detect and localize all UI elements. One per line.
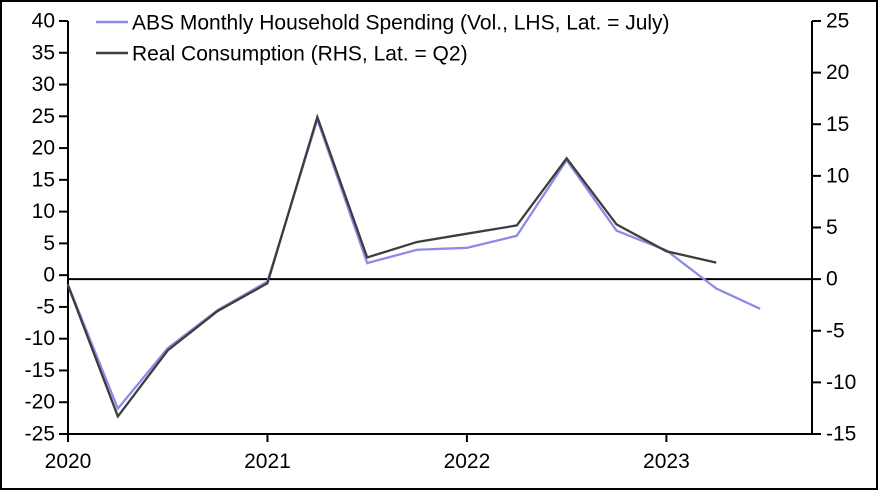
axes bbox=[67, 21, 813, 435]
legend-label-real-consumption: Real Consumption (RHS, Lat. = Q2) bbox=[132, 43, 468, 66]
x-axis-tick-label: 2021 bbox=[244, 450, 291, 473]
left-axis-tick-label: 5 bbox=[43, 232, 55, 255]
left-axis-tick-label: 10 bbox=[32, 200, 55, 223]
left-axis-tick-label: 15 bbox=[32, 168, 55, 191]
left-axis-tick-label: 20 bbox=[32, 137, 55, 160]
left-axis-tick-label: 0 bbox=[43, 264, 55, 287]
right-axis-tick-label: 15 bbox=[826, 113, 849, 136]
legend: ABS Monthly Household Spending (Vol., LH… bbox=[96, 12, 670, 66]
left-axis-tick-label: 40 bbox=[32, 10, 55, 33]
x-axis-tick-label: 2022 bbox=[444, 450, 491, 473]
left-axis-tick-label: 25 bbox=[32, 105, 55, 128]
left-axis-tick-label: -10 bbox=[25, 327, 55, 350]
left-axis-tick-label: 35 bbox=[32, 41, 55, 64]
right-axis-tick-label: -15 bbox=[826, 423, 856, 446]
left-axis: 40 35 30 25 20 15 10 5 0 -5 -10 -15 -20 -25 bbox=[25, 10, 68, 446]
series-abs-monthly-household-spending bbox=[66, 115, 761, 411]
legend-label-abs-monthly-household-spending: ABS Monthly Household Spending (Vol., LH… bbox=[132, 12, 670, 35]
right-axis-tick-label: 20 bbox=[826, 61, 849, 84]
right-axis-tick-label: -5 bbox=[826, 319, 845, 342]
series-real-consumption bbox=[66, 113, 717, 419]
left-axis-tick-label: -15 bbox=[25, 359, 55, 382]
right-axis-tick-label: 0 bbox=[826, 268, 838, 291]
x-axis-tick-label: 2020 bbox=[45, 450, 92, 473]
right-axis-tick-label: 5 bbox=[826, 216, 838, 239]
left-axis-tick-label: -20 bbox=[25, 391, 55, 414]
left-axis-tick-label: -5 bbox=[36, 295, 55, 318]
x-axis: 2020 2021 2022 2023 bbox=[45, 434, 690, 473]
right-axis-tick-label: -10 bbox=[826, 371, 856, 394]
x-axis-tick-label: 2023 bbox=[643, 450, 690, 473]
right-axis: 25 20 15 10 5 0 -5 -10 -15 bbox=[812, 10, 856, 446]
right-axis-tick-label: 10 bbox=[826, 164, 849, 187]
left-axis-tick-label: -25 bbox=[25, 423, 55, 446]
left-axis-tick-label: 30 bbox=[32, 73, 55, 96]
right-axis-tick-label: 25 bbox=[826, 10, 849, 33]
